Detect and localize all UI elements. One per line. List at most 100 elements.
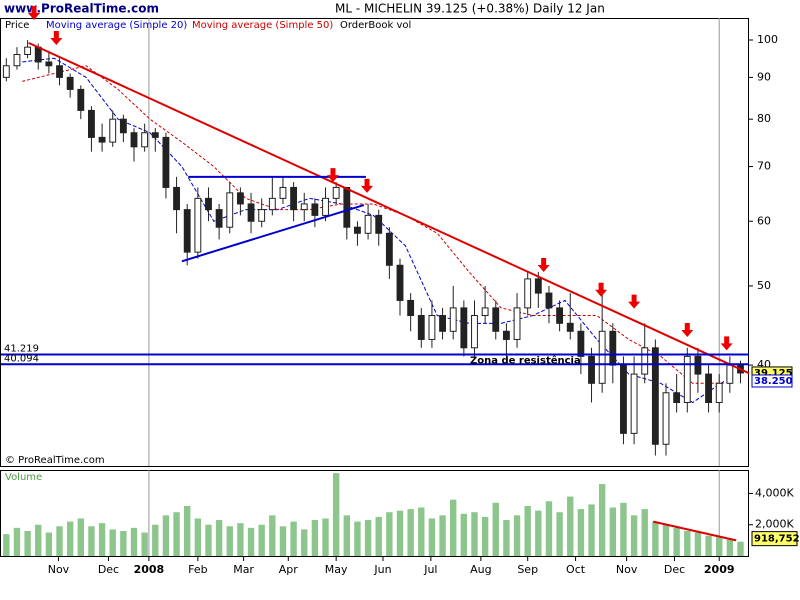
candle-body — [481, 307, 489, 317]
candle-body — [311, 203, 319, 216]
volume-bar — [577, 509, 585, 556]
volume-bar — [56, 526, 63, 556]
volume-bar — [386, 512, 393, 556]
candle-body — [119, 118, 127, 134]
volume-bar — [343, 515, 350, 556]
legend-ma20: Moving average (Simple 20) — [46, 20, 187, 31]
candle-body — [460, 307, 468, 349]
peak-arrow — [537, 258, 550, 273]
x-tick-label: Aug — [470, 563, 491, 576]
volume-bar — [598, 484, 606, 556]
volume-bar — [130, 527, 138, 556]
candle-body — [726, 364, 734, 384]
chart-title: ML - MICHELIN 39.125 (+0.38%) Daily 12 J… — [335, 2, 605, 16]
y-tick-label: 70 — [757, 160, 771, 173]
volume-bar — [439, 515, 446, 556]
candle-body — [322, 197, 329, 216]
candle-body — [502, 330, 510, 340]
candle-body — [428, 315, 436, 340]
peak-arrow — [361, 178, 374, 193]
volume-panel — [0, 470, 749, 557]
volume-bar — [471, 512, 478, 556]
candle-body — [98, 136, 106, 143]
peak-arrow — [595, 282, 608, 297]
resistance-label: Zona de resistência — [470, 354, 581, 366]
volume-bar — [3, 534, 10, 556]
last-label: 39.125 — [754, 368, 793, 379]
volume-bar — [120, 530, 127, 556]
candle-body — [258, 209, 266, 222]
candle-body — [651, 347, 659, 445]
peak-arrow — [681, 322, 694, 337]
candle-body — [396, 264, 404, 301]
volume-bar — [407, 509, 414, 556]
y-tick-label: 100 — [757, 33, 778, 46]
candle-body — [226, 192, 234, 228]
volume-bar — [311, 520, 319, 556]
candle-body — [630, 373, 638, 434]
candle-body — [534, 278, 542, 294]
candle-body — [492, 307, 500, 332]
candle-body — [705, 373, 712, 403]
candle-body — [673, 392, 681, 403]
x-tick-label: Jul — [423, 563, 437, 576]
candle-body — [641, 347, 649, 375]
x-tick-label: Sep — [517, 563, 538, 576]
y-tick-label: 4,000K — [755, 486, 794, 499]
candle-body — [609, 330, 617, 366]
volume-bar — [620, 502, 627, 556]
candle-body — [417, 315, 425, 340]
candle-body — [215, 209, 223, 228]
volume-bar — [684, 530, 691, 556]
candle-body — [77, 88, 85, 111]
peak-arrow — [326, 168, 339, 183]
x-tick-label: Oct — [566, 563, 586, 576]
volume-bar — [662, 524, 670, 556]
volume-bar — [492, 502, 499, 556]
volume-bar — [290, 521, 297, 556]
candle-body — [354, 226, 361, 234]
volume-bar — [205, 524, 212, 556]
x-tick-label: Mar — [233, 563, 254, 576]
candle-body — [577, 330, 585, 357]
volume-bar — [460, 513, 468, 556]
volume-bar — [450, 499, 457, 556]
candle-body — [151, 132, 159, 138]
volume-bar — [215, 520, 223, 556]
candle-body — [205, 197, 212, 211]
x-tick-label: Nov — [48, 563, 70, 576]
level-label: 41.219 — [4, 343, 39, 354]
peak-arrow — [628, 294, 641, 309]
y-tick-label: 60 — [757, 214, 771, 227]
candle-body — [109, 118, 117, 143]
candle-body — [162, 136, 170, 188]
volume-bar — [98, 523, 106, 556]
candle-body — [364, 214, 372, 234]
volume-bar — [45, 532, 53, 556]
trendline — [181, 204, 365, 263]
candle-body — [66, 76, 74, 90]
volume-bar — [630, 515, 638, 556]
peak-arrow — [50, 31, 63, 46]
candle-body — [545, 292, 553, 309]
volume-bar — [375, 516, 382, 556]
candle-body — [556, 307, 564, 324]
candle-body — [88, 109, 95, 138]
peak-arrow — [720, 336, 733, 351]
volume-bar — [109, 529, 116, 556]
volume-bar — [726, 538, 734, 556]
y-tick-label: 2,000K — [755, 518, 794, 531]
volume-bar — [354, 521, 361, 556]
candle-body — [34, 46, 42, 63]
candle-body — [45, 61, 53, 67]
volume-bar — [641, 509, 648, 556]
volume-trendline — [653, 520, 737, 542]
volume-bar — [184, 505, 191, 556]
volume-bar — [513, 515, 521, 556]
volume-bar — [226, 526, 233, 556]
candle-body — [449, 307, 457, 332]
volume-bar — [237, 523, 244, 556]
moving-average — [22, 57, 725, 404]
moving-average — [22, 65, 725, 384]
